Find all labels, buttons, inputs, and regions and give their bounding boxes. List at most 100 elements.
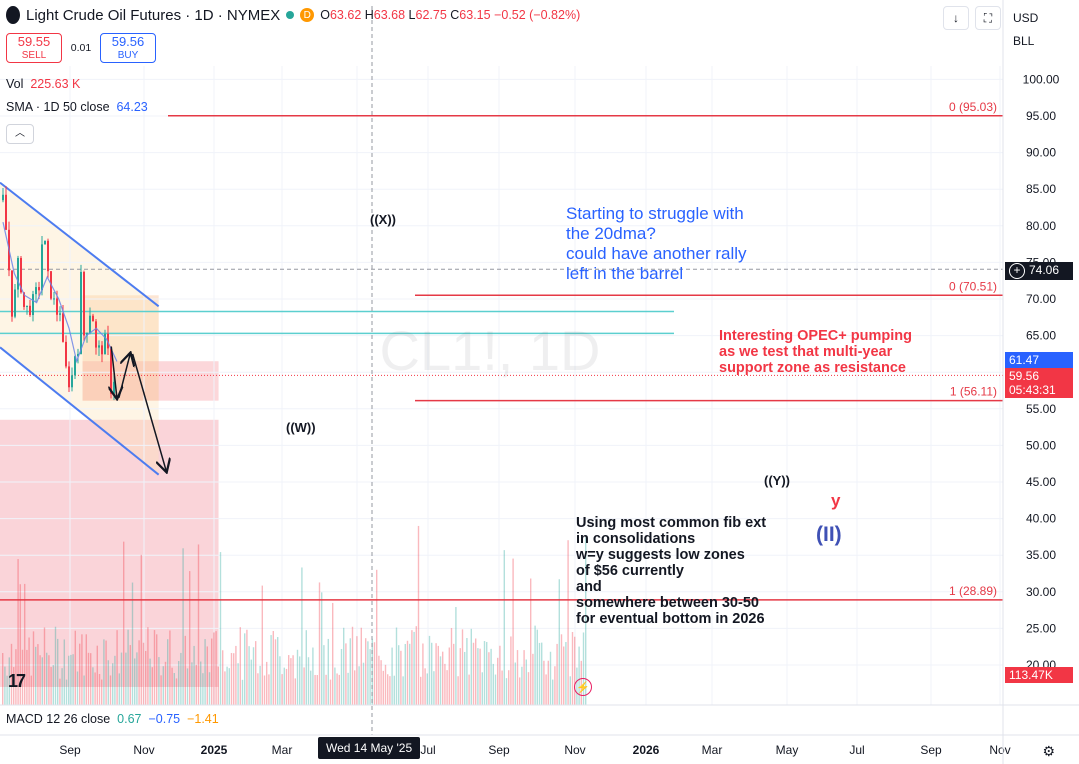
volume-bar	[323, 645, 325, 705]
annotation-red: Interesting OPEC+ pumping as we test tha…	[719, 328, 912, 376]
chart-header: Light Crude Oil Futures · 1D · NYMEX D O…	[6, 6, 580, 24]
collapse-legend-button[interactable]: ︿	[6, 124, 34, 144]
volume-bar	[13, 667, 15, 705]
candle-body	[53, 298, 55, 300]
volume-bar	[343, 627, 345, 705]
y-tick-label: 25.00	[1026, 621, 1056, 635]
candle-body	[5, 194, 7, 230]
volume-bar	[404, 643, 406, 705]
current-price-tag: 59.56 05:43:31	[1005, 368, 1073, 398]
y-tick-label: 65.00	[1026, 329, 1056, 343]
volume-bar	[272, 631, 274, 705]
volume-bar	[519, 677, 521, 705]
download-icon[interactable]: ↓	[943, 6, 969, 30]
volume-bar	[384, 664, 387, 705]
volume-bar	[362, 662, 365, 705]
settings-gear-icon[interactable]: ⚙	[1042, 743, 1055, 759]
y-tick-label: 85.00	[1026, 182, 1056, 196]
volume-bar	[510, 636, 512, 705]
sma-price-tag: 61.47	[1005, 352, 1073, 368]
zone-1	[82, 295, 159, 401]
y-tick-label: 95.00	[1026, 109, 1056, 123]
candle-body	[47, 240, 49, 272]
volume-bar	[140, 554, 142, 705]
y-tick-label: 70.00	[1026, 292, 1056, 306]
volume-bar	[365, 638, 367, 705]
volume-bar	[109, 675, 112, 705]
volume-bar	[378, 655, 380, 705]
volume-bar	[50, 666, 52, 705]
tradingview-logo[interactable]: 17	[8, 671, 26, 691]
sma-legend[interactable]: SMA · 1D 50 close 64.23	[6, 100, 148, 114]
volume-bar	[173, 673, 175, 705]
volume-bar	[395, 627, 398, 705]
volume-bar	[373, 642, 376, 705]
volume-bar	[444, 663, 446, 705]
volume-bar	[32, 631, 35, 705]
volume-bar	[37, 644, 39, 705]
volume-bar	[105, 640, 107, 705]
symbol-title[interactable]: Light Crude Oil Futures · 1D · NYMEX	[26, 6, 281, 24]
currency-select[interactable]: USD	[1013, 11, 1039, 25]
crosshair-date-tag: Wed 14 May '25	[318, 737, 421, 759]
y-tick-label: 30.00	[1026, 585, 1056, 599]
volume-tag: 113.47K	[1005, 667, 1073, 683]
volume-bar	[299, 656, 301, 705]
fib-label-1: 0 (70.51)	[949, 279, 997, 293]
volume-legend[interactable]: Vol 225.63 K	[6, 77, 81, 91]
volume-bar	[488, 652, 490, 705]
volume-bar	[158, 657, 160, 705]
sell-button[interactable]: 59.55 SELL	[6, 33, 62, 63]
volume-bar	[30, 675, 32, 705]
volume-bar	[303, 667, 305, 705]
volume-bar	[530, 578, 532, 705]
plus-icon: +	[1009, 263, 1025, 279]
volume-bar	[455, 607, 457, 705]
volume-bar	[120, 652, 123, 705]
volume-bar	[479, 648, 481, 705]
volume-bar	[457, 676, 459, 705]
volume-bar	[415, 626, 417, 705]
x-tick-label: Sep	[59, 743, 81, 757]
fullscreen-icon[interactable]: ⛶	[975, 6, 1001, 30]
candle-body	[59, 313, 61, 315]
volume-bar	[6, 675, 8, 705]
volume-bar	[534, 625, 536, 705]
volume-bar	[560, 634, 563, 705]
volume-bar	[57, 638, 59, 705]
candle-body	[101, 345, 103, 355]
volume-bar	[503, 550, 505, 705]
volume-bar	[574, 636, 576, 705]
candle-body	[98, 345, 100, 348]
volume-bar	[585, 537, 587, 705]
candle-body	[17, 257, 19, 290]
lightning-icon[interactable]: ⚡	[574, 678, 592, 696]
volume-bar	[549, 651, 552, 705]
volume-bar	[160, 675, 162, 705]
volume-bar	[142, 642, 145, 705]
volume-bar	[437, 645, 439, 705]
volume-bar	[442, 651, 444, 705]
volume-bar	[10, 643, 13, 705]
volume-bar	[406, 640, 409, 705]
buy-button[interactable]: 59.56 BUY	[100, 33, 156, 63]
volume-bar	[329, 679, 332, 705]
volume-bar	[582, 632, 585, 705]
macd-legend[interactable]: MACD 12 26 close 0.67 −0.75 −1.41	[6, 712, 219, 726]
volume-bar	[92, 667, 94, 705]
volume-bar	[321, 592, 323, 705]
volume-bar	[446, 670, 448, 705]
candle-body	[83, 271, 85, 336]
unit-select[interactable]: BLL	[1013, 34, 1035, 48]
x-tick-label: Sep	[920, 743, 942, 757]
volume-bar	[417, 525, 420, 705]
volume-bar	[197, 544, 200, 705]
volume-bar	[521, 666, 523, 705]
volume-bar	[191, 662, 193, 705]
volume-bar	[169, 630, 171, 705]
volume-bar	[514, 662, 516, 705]
volume-bar	[186, 668, 189, 705]
volume-bar	[35, 646, 37, 705]
delayed-badge: D	[300, 8, 315, 22]
